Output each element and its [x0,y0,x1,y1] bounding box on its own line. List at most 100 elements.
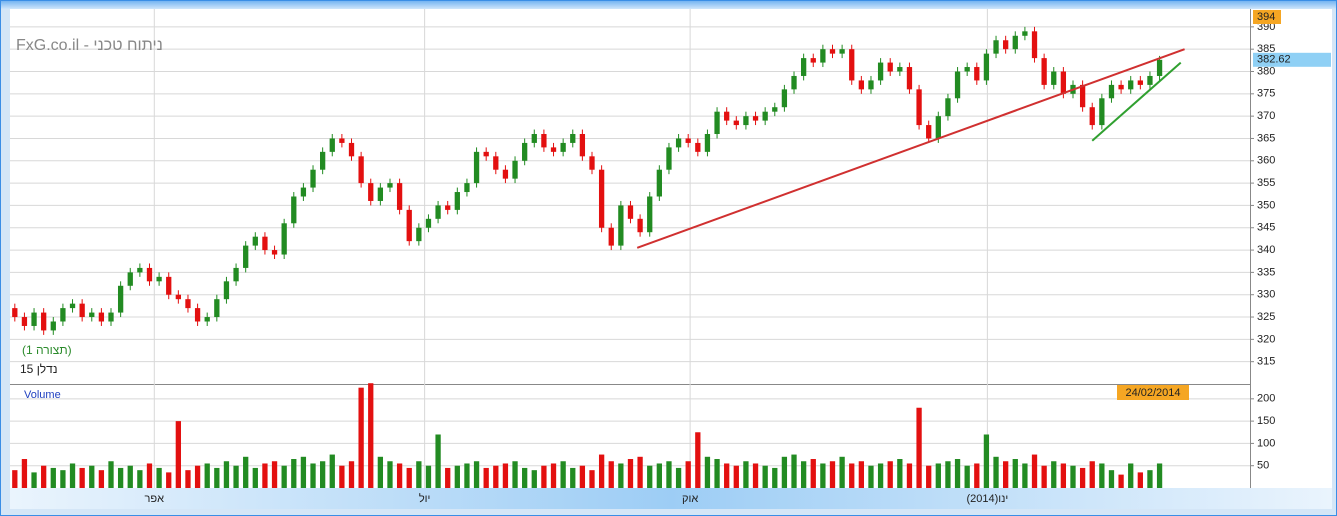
plot [12,26,1185,488]
candle-body [589,156,595,170]
y-tick-label: 350 [1257,199,1275,211]
candle-body [1108,84,1115,99]
volume-bar [483,467,489,488]
x-tick-label: יול [419,492,431,505]
candle-body [1031,31,1038,59]
range-max-label: 394 [1257,11,1275,23]
x-axis-bar [10,488,1332,509]
volume-bar [377,456,384,488]
candle-body [810,58,816,63]
volume-bar [358,387,364,488]
volume-bar [541,465,547,488]
symbol: נדלן 15 [20,362,58,376]
candle-body [320,151,326,170]
volume-bar [666,461,672,488]
candle-body [1022,31,1028,36]
volume-bar [954,459,961,488]
candle-body [560,142,566,152]
candle-body [310,169,316,188]
volume-bar [570,467,576,488]
volume-bar [156,467,162,488]
volume-bar [69,463,76,488]
volume-bar [60,470,66,488]
candle-body [454,192,460,210]
candle-body [954,71,961,99]
volume-bar [435,434,441,488]
candle-body [637,218,643,233]
volume-bar [839,456,845,488]
volume-bar [733,465,739,488]
candle-body [1012,35,1018,50]
volume-bar [877,463,884,488]
volume-bar [108,461,114,488]
volume-bar [714,459,720,488]
candle-body [1060,71,1067,94]
candle-body [974,67,980,81]
candle-body [887,62,893,72]
volume-bar [810,459,816,488]
candle-body [983,53,990,81]
y-tick-label: 315 [1257,356,1275,368]
volume-bar [945,461,951,488]
candle-body [1089,107,1095,126]
candle-body [743,116,749,126]
candle-body [262,236,268,251]
y2-tick-label: 100 [1257,437,1275,449]
candle-body [117,285,124,313]
volume-bar [1012,459,1018,488]
volume-bar [800,461,807,488]
volume-bar [329,454,335,488]
volume-bar [531,470,537,488]
volume-bar [820,463,826,488]
trendline [636,48,1185,249]
volume-bar [637,456,643,488]
candle-body [541,134,547,148]
candle-body [839,49,845,54]
volume-bar [233,465,239,488]
candle-body [1128,80,1134,90]
volume-bar [1060,463,1067,488]
volume-bar [1118,474,1124,488]
candle-body [868,80,874,90]
y-tick-label: 365 [1257,132,1275,144]
volume-bar [166,472,172,488]
volume-bar [223,461,230,488]
volume-bar [89,465,95,488]
volume-bar [762,465,768,488]
volume-bar [300,456,307,488]
candle-body [194,308,201,322]
volume-bar [1108,470,1115,488]
volume-bar [579,465,586,488]
volume-bar [647,465,653,488]
y2-tick-label: 50 [1257,460,1269,472]
volume-bar [1041,465,1047,488]
candle-body [387,183,393,188]
candle-body [233,267,239,282]
volume-bar [21,459,28,488]
candle-body [425,218,432,228]
volume-bar [1137,472,1143,488]
volume-bar [550,463,557,488]
candle-body [704,134,711,152]
volume-bar [368,383,374,488]
volume-bar [31,472,37,488]
volume-bar [1147,470,1153,488]
volume-bar [406,467,412,488]
volume-bar [829,461,836,488]
range-max-box [1253,10,1281,24]
candle-body [185,299,191,309]
volume-bar [98,470,105,488]
volume-bar [598,454,605,488]
candle-body [512,160,518,179]
candle-body [1156,59,1163,76]
volume-bar [887,461,893,488]
chart-title: FxG.co.il - ניתוח טכני [16,37,163,54]
subtitle: (תצורה 1) [22,343,72,357]
candle-body [281,223,287,255]
volume-bar [983,434,990,488]
candle-body [1041,58,1047,85]
y-tick-label: 370 [1257,110,1275,122]
volume-bar [445,467,451,488]
volume-bar [79,467,85,488]
